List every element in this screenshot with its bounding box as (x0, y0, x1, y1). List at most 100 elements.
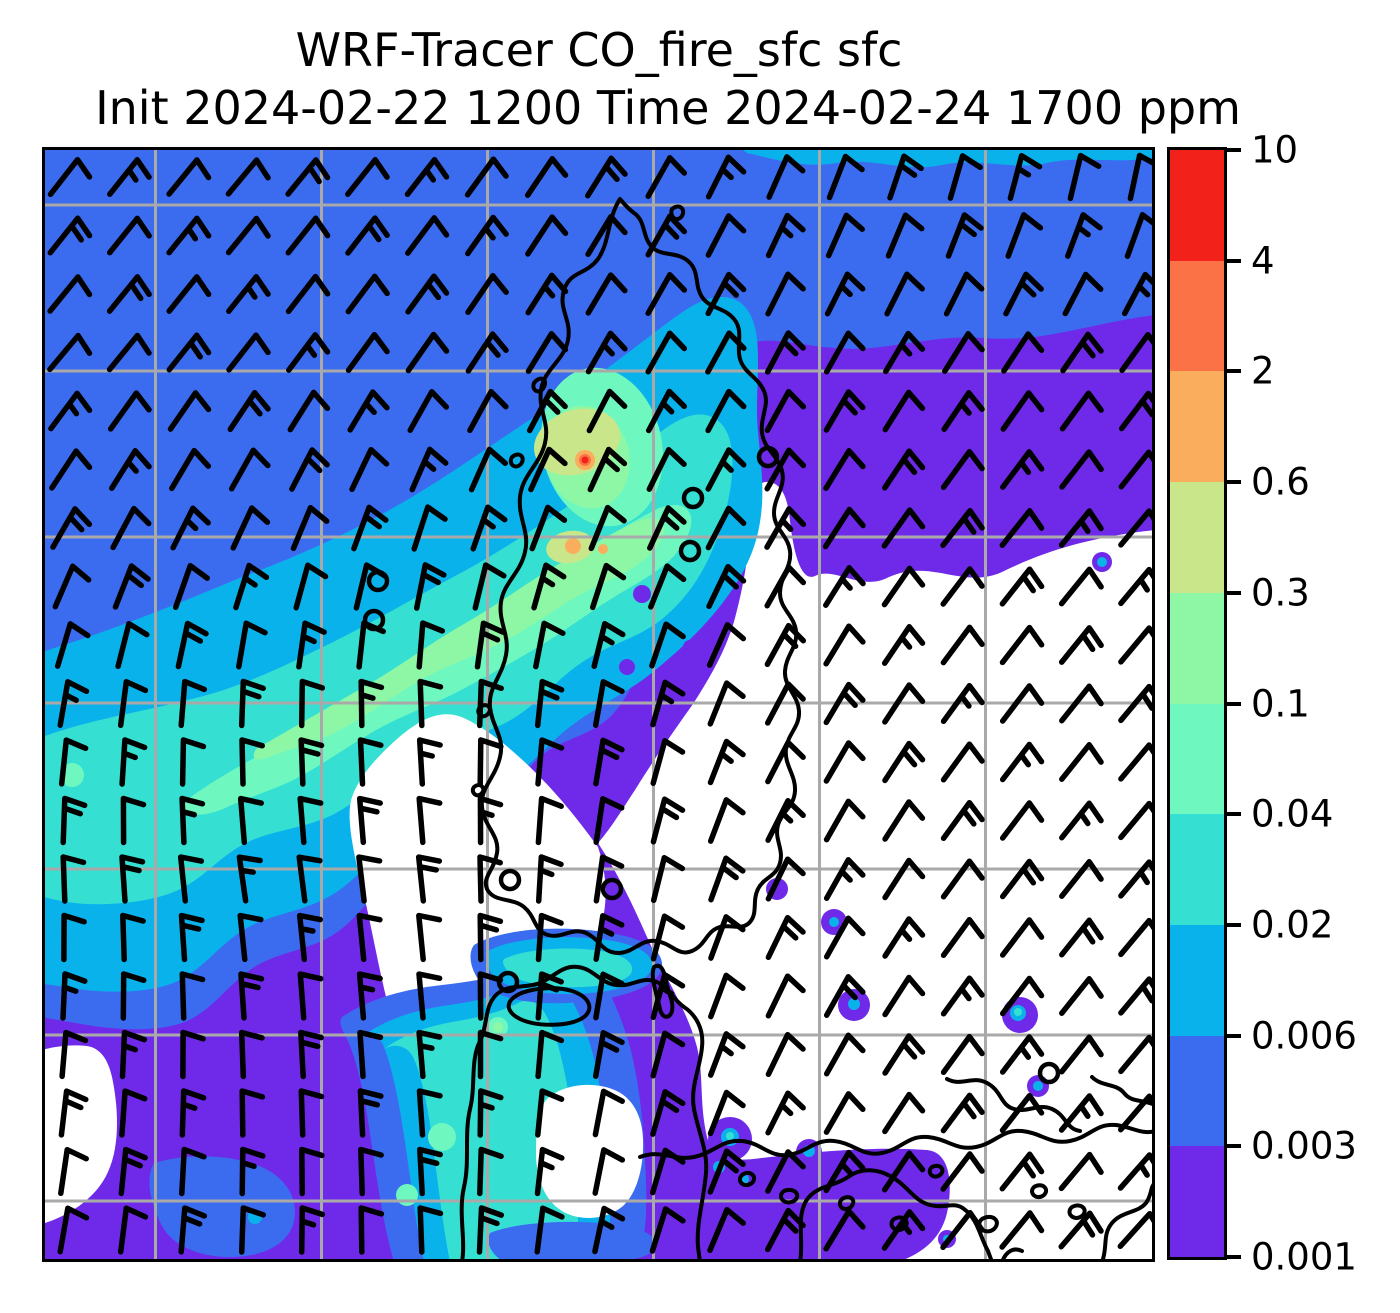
wind-barb (882, 1091, 926, 1135)
wind-barb (230, 505, 271, 551)
wind-barb (705, 505, 747, 551)
wind-barb (169, 447, 212, 492)
wind-barb (357, 1029, 384, 1080)
wind-barb (477, 971, 504, 1021)
wind-barb (593, 913, 625, 962)
wind-barb (47, 215, 93, 256)
wind-barb (60, 795, 88, 846)
wind-barb (109, 448, 152, 491)
wind-barb (645, 272, 688, 316)
wind-barb (1059, 742, 1104, 782)
wind-barb (467, 388, 509, 434)
wind-barb (822, 506, 866, 550)
wind-barb (650, 796, 686, 845)
wind-barb (172, 562, 210, 611)
wind-barb (416, 1029, 443, 1080)
wind-barb (54, 621, 91, 669)
contour-se-spot-centers (726, 1008, 1022, 1140)
wind-barb (650, 1089, 686, 1137)
wind-barb (417, 1146, 443, 1197)
wind-barb (589, 562, 627, 611)
wind-barb (885, 212, 925, 259)
wind-barb (298, 678, 326, 729)
wind-barb (289, 447, 330, 492)
wind-barb (824, 271, 866, 317)
wind-barb (180, 1029, 206, 1080)
wind-barb (238, 1029, 265, 1080)
wind-barb (587, 446, 628, 493)
wind-barb (999, 741, 1045, 783)
wind-barb (940, 566, 985, 607)
wind-barb (119, 854, 146, 904)
wind-barb (239, 1088, 266, 1138)
wind-barb (237, 912, 264, 963)
wind-barb (296, 620, 327, 670)
wind-barb (765, 798, 806, 843)
wind-barb (764, 622, 807, 668)
wind-barb (882, 1033, 926, 1076)
wind-barb (50, 506, 93, 550)
wind-barb (882, 974, 926, 1018)
wind-barb (535, 971, 564, 1021)
wind-barb (528, 446, 568, 493)
wind-barb (534, 1205, 565, 1255)
wind-barb (296, 854, 323, 904)
wind-barb (405, 215, 450, 256)
wind-barb (358, 1146, 384, 1197)
colorbar-block (1170, 1146, 1224, 1258)
wind-barb (535, 1029, 565, 1080)
wind-barb (706, 563, 747, 610)
wind-barb (179, 1088, 207, 1138)
wind-barb (707, 1089, 746, 1137)
wind-barb (357, 1088, 384, 1138)
wind-barb (286, 332, 331, 373)
wind-barb (650, 738, 686, 786)
wind-barb (477, 1029, 504, 1080)
coastline-path (470, 204, 686, 798)
wind-barb (299, 1146, 325, 1197)
wind-barb (765, 1090, 806, 1136)
wind-barb (175, 620, 209, 670)
wind-barb (593, 737, 625, 787)
wind-barb (1060, 331, 1104, 374)
colorbar-block (1170, 703, 1224, 815)
colorbar-tick-label: 4 (1251, 239, 1275, 283)
wind-barb (823, 1208, 866, 1252)
wind-barb (645, 330, 688, 375)
wind-barb (166, 332, 212, 373)
wind-barb (470, 504, 508, 552)
wind-barb (706, 622, 747, 668)
wind-barbs (47, 152, 1155, 1255)
wind-barb (120, 912, 146, 963)
wind-barb (119, 737, 148, 787)
wind-barb (107, 157, 152, 197)
wind-barb (166, 215, 212, 256)
wind-barb (1117, 1210, 1155, 1250)
contour-white-center-pocket (536, 1084, 644, 1218)
wind-barb (60, 854, 87, 904)
colorbar-tick-label: 0.003 (1251, 1124, 1357, 1168)
wind-barb (409, 446, 449, 493)
wind-barb (1059, 1034, 1104, 1075)
wind-barb (705, 213, 747, 258)
wind-barb (464, 156, 509, 198)
wind-barb (117, 678, 149, 729)
wind-barb (999, 917, 1045, 958)
wind-barb (351, 504, 389, 552)
wind-barb (349, 446, 390, 493)
wind-barb (940, 1151, 985, 1192)
wind-barb (468, 446, 508, 493)
wind-barb (49, 448, 93, 491)
colorbar-tick (1227, 590, 1241, 595)
wind-barb (345, 273, 390, 315)
wind-barb (592, 1147, 626, 1196)
wind-barb (764, 330, 806, 375)
wind-barb (413, 562, 447, 611)
wind-barb (358, 1205, 385, 1255)
colorbar-tick-label: 10 (1251, 128, 1299, 172)
wind-barb (586, 388, 628, 434)
wind-barb (823, 974, 866, 1018)
map-panel (42, 147, 1155, 1262)
wind-barb (477, 737, 504, 787)
